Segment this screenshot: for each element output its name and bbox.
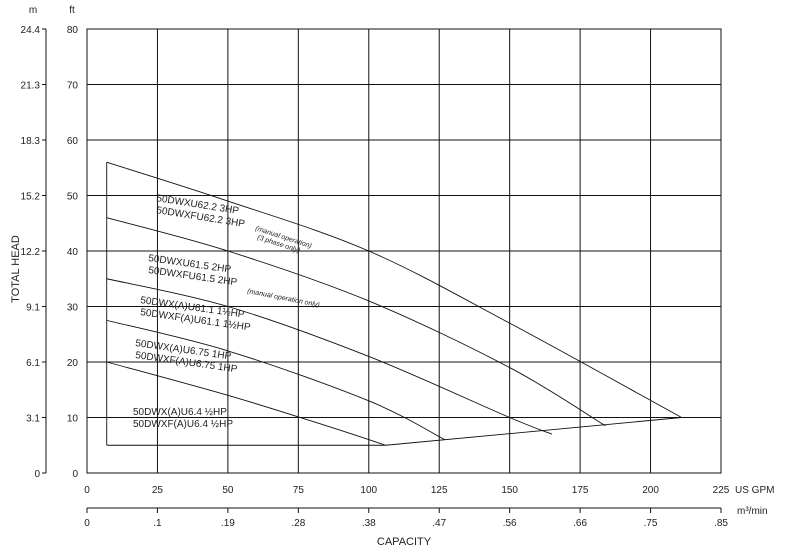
y-ft-tick-label: 80 [67,25,79,36]
y-m-tick-label: 21.3 [21,81,41,92]
y-m-tick-label: 0 [34,469,40,480]
y-ft-tick-label: 20 [67,358,79,369]
y-ft-tick-label: 40 [67,247,79,258]
x-tick-label: 225 [713,485,730,496]
y-ft-tick-label: 0 [72,469,78,480]
plot-frame [86,28,722,474]
x-tick-label: 175 [572,485,589,496]
x-tick-label: 150 [501,485,518,496]
x2-tick-label: .75 [644,518,658,529]
x2-tick-label: .66 [573,518,587,529]
y-m-tick-label: 12.2 [21,247,41,258]
curve-note-2: (manual operation only) [247,288,321,309]
y-ft-tick-label: 70 [67,81,79,92]
x-tick-label: 200 [642,485,659,496]
x2-tick-label: .85 [714,518,728,529]
performance-curve-3 [106,278,553,435]
curve-label-5: 50DWX(A)U6.4 ½HP [133,407,227,418]
x-tick-label: 25 [152,485,164,496]
y-m-tick-label: 3.1 [26,414,40,425]
y-m-tick-label: 24.4 [21,25,41,36]
performance-curve-5 [106,361,386,446]
x2-tick-label: 0 [84,518,90,529]
x2-tick-label: .19 [221,518,235,529]
x-unit-label: US GPM [735,485,774,496]
x2-tick-label: .47 [432,518,446,529]
x-tick-label: 125 [431,485,448,496]
y-ft-unit-label: ft [69,5,75,16]
region-lower-right-boundary [385,417,682,446]
x2-unit-label: m³/min [737,506,768,517]
x-tick-label: 100 [360,485,377,496]
y-m-tick-label: 15.2 [21,192,41,203]
curve-label-5: 50DWXF(A)U6.4 ½HP [133,419,233,430]
x2-tick-label: .1 [153,518,162,529]
y-ft-tick-label: 50 [67,192,79,203]
x2-tick-label: .38 [362,518,376,529]
x2-tick-label: .28 [291,518,305,529]
y-ft-tick-label: 60 [67,136,79,147]
performance-curve-1 [106,161,682,418]
x-tick-label: 50 [222,485,234,496]
y-ft-tick-label: 10 [67,414,79,425]
y-m-tick-label: 18.3 [21,136,41,147]
y-m-tick-label: 6.1 [26,358,40,369]
x-axis-title: CAPACITY [377,536,432,548]
x-tick-label: 75 [293,485,305,496]
y-axis-title: TOTAL HEAD [10,235,22,303]
y-ft-tick-label: 30 [67,303,79,314]
x-tick-label: 0 [84,485,90,496]
performance-curve-2 [106,217,606,427]
x2-tick-label: .56 [503,518,517,529]
y-m-unit-label: m [29,5,37,16]
performance-curve-4 [106,319,446,441]
y-m-tick-label: 9.1 [26,303,40,314]
